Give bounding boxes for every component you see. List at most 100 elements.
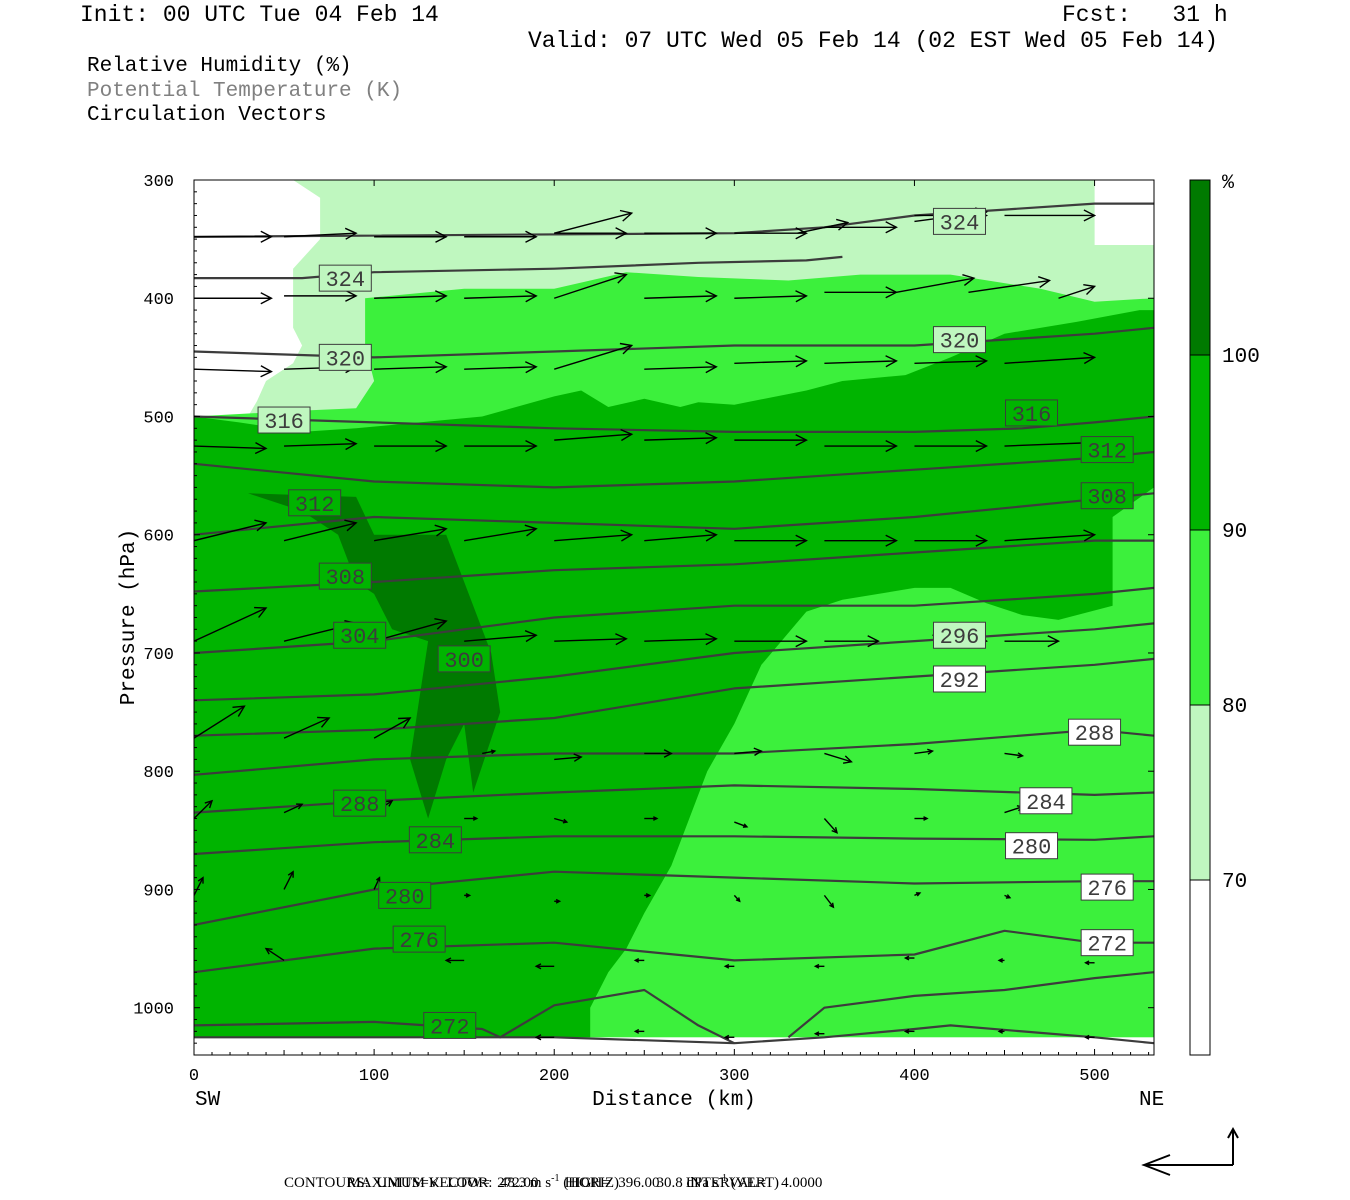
x-tick-label-0: 0	[189, 1067, 199, 1086]
vector-head	[663, 749, 673, 758]
contour-label-text: 312	[295, 493, 335, 518]
contour-label-320-2: 320	[318, 343, 372, 372]
vector-68	[554, 753, 583, 762]
vector-shaft	[824, 752, 852, 763]
vector-66	[373, 717, 412, 739]
vector-shaft	[284, 442, 357, 447]
vector-head	[398, 717, 412, 729]
vector-84	[194, 876, 204, 896]
contour-label-324-1: 324	[932, 207, 986, 236]
footer-contours: CONTOURS: UNITS=K LOW= 272.00 HIGH= 396.…	[284, 1175, 823, 1191]
contour-label-box	[932, 207, 986, 235]
vector-shaft	[374, 295, 447, 299]
vector-72	[914, 748, 935, 755]
theta-contour-296-8	[194, 622, 1154, 702]
vector-shaft	[644, 437, 717, 441]
colorbar-label-90: 90	[1222, 521, 1247, 544]
contour-label-272-22: 272	[423, 1011, 477, 1040]
vector-shaft	[194, 800, 213, 820]
vector-95	[444, 957, 465, 964]
vector-head	[795, 355, 808, 368]
vector-shaft	[1004, 752, 1023, 757]
vector-shaft	[194, 368, 272, 373]
vector-head	[975, 534, 989, 547]
vector-head	[923, 816, 929, 821]
vector-shaft	[797, 221, 848, 234]
vector-49	[644, 529, 718, 542]
vector-105	[633, 1028, 645, 1034]
theta-contour-304-6	[194, 539, 1154, 593]
colorbar-bin-80-90	[1190, 530, 1210, 705]
vector-100	[903, 955, 915, 961]
vector-shaft	[644, 295, 717, 299]
vector-head	[753, 747, 763, 756]
vector-78	[554, 817, 569, 824]
vector-63	[1004, 635, 1061, 648]
vector-102	[1084, 960, 1095, 966]
vector-head	[795, 434, 808, 447]
vector-head	[723, 963, 730, 969]
contour-label-box	[932, 621, 986, 649]
vector-head	[742, 823, 749, 828]
vector-head	[615, 227, 628, 240]
contour-label-308-9: 308	[1080, 482, 1134, 511]
vector-shaft	[734, 821, 748, 828]
contour-label-text: 284	[1026, 791, 1066, 816]
x-tick-label-300: 300	[719, 1067, 750, 1086]
vector-10	[554, 209, 634, 234]
vector-64	[194, 705, 246, 739]
vector-48	[554, 529, 634, 542]
rh-region-100-3	[248, 493, 501, 819]
vector-52	[914, 534, 989, 547]
vector-head	[435, 361, 448, 374]
vector-58	[554, 633, 628, 646]
vector-head	[435, 230, 448, 243]
footer-max-prefix: MAXIMUM VECTOR: 48.3 m s	[347, 1175, 552, 1191]
contour-label-box	[1068, 718, 1122, 746]
vector-head	[434, 618, 448, 630]
vector-51	[824, 534, 898, 547]
max-vector-reference	[1141, 1126, 1239, 1176]
y-axis-title: Pressure (hPa)	[118, 529, 141, 705]
vector-104	[534, 1034, 555, 1041]
contour-label-box	[333, 621, 387, 649]
theta-contour-316-3	[194, 415, 1154, 433]
contour-label-text: 320	[940, 330, 980, 355]
contour-label-box	[257, 406, 311, 434]
vector-head	[829, 902, 835, 909]
contour-label-box	[932, 665, 986, 693]
vector-59	[644, 633, 718, 646]
vector-head	[962, 274, 976, 286]
sw-endpoint-label: SW	[195, 1089, 221, 1112]
vector-head	[344, 437, 358, 451]
vector-head	[254, 441, 268, 455]
vector-22	[968, 276, 1052, 294]
vector-38	[554, 428, 634, 442]
vector-shaft	[194, 607, 267, 642]
vector-head	[1037, 276, 1052, 288]
contour-label-284-16: 284	[408, 826, 462, 855]
vector-head	[375, 876, 381, 882]
colorbar-bin-<70	[1190, 880, 1210, 1055]
vector-head	[197, 876, 204, 884]
y-tick-label-700: 700	[143, 646, 174, 665]
vector-shaft	[914, 750, 933, 755]
vector-shaft	[644, 366, 717, 370]
vector-shaft	[283, 871, 294, 890]
colorbar-label-100: 100	[1222, 346, 1260, 369]
vector-101	[997, 957, 1005, 963]
x-tick-label-200: 200	[539, 1067, 570, 1086]
vector-head	[524, 630, 538, 643]
contour-label-box	[288, 489, 342, 517]
vector-head	[465, 892, 472, 898]
vector-2	[374, 230, 448, 243]
vector-18	[644, 290, 718, 303]
vector-60	[734, 635, 808, 648]
vector-99	[813, 963, 825, 969]
contour-label-box	[1080, 873, 1134, 901]
vector-head	[254, 519, 268, 532]
vector-head	[705, 227, 718, 240]
vector-head	[620, 529, 634, 542]
vector-layer	[194, 207, 1097, 1041]
contour-label-text: 316	[1012, 403, 1052, 428]
